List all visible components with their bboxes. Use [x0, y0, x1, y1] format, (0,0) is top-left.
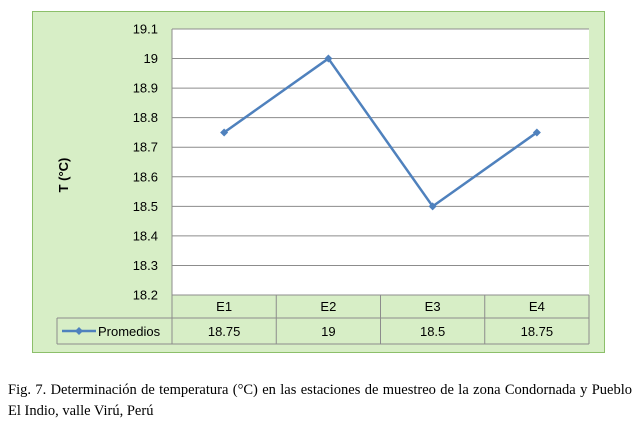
line-chart: 19.1 19 18.9 18.8 18.7 18.6 18.5 18.4 18.3 18.2 E… [56, 22, 590, 345]
y-tick-label: 19 [144, 51, 158, 66]
plot-area [172, 29, 589, 295]
series-line-promedios [223, 57, 538, 208]
data-table-value: 18.75 [208, 324, 241, 339]
data-point-marker [220, 128, 229, 137]
y-tick-label: 18.8 [133, 110, 158, 125]
y-tick-label: 18.2 [133, 288, 158, 303]
y-tick-label: 18.5 [133, 199, 158, 214]
data-point-marker [532, 128, 541, 137]
y-tick-label: 18.4 [133, 228, 158, 243]
data-point-marker [428, 202, 437, 211]
figure-caption: Fig. 7. Determinación de temperatura (°C… [8, 382, 632, 419]
y-tick-label: 18.7 [133, 140, 158, 155]
data-table-value: 19 [321, 324, 335, 339]
x-category-label: E4 [529, 299, 545, 314]
y-tick-label: 18.9 [133, 81, 158, 96]
x-category-label: E2 [320, 299, 336, 314]
data-point-marker [324, 54, 333, 63]
data-table-value: 18.75 [521, 324, 554, 339]
y-tick-label: 19.1 [133, 22, 158, 37]
x-category-label: E3 [425, 299, 441, 314]
y-tick-label: 18.3 [133, 258, 158, 273]
legend-marker [75, 327, 83, 335]
y-tick-label: 18.6 [133, 169, 158, 184]
y-axis-label: T (°C) [56, 158, 71, 193]
x-category-label: E1 [216, 299, 232, 314]
legend-series-name: Promedios [98, 324, 161, 339]
data-table-value: 18.5 [420, 324, 445, 339]
